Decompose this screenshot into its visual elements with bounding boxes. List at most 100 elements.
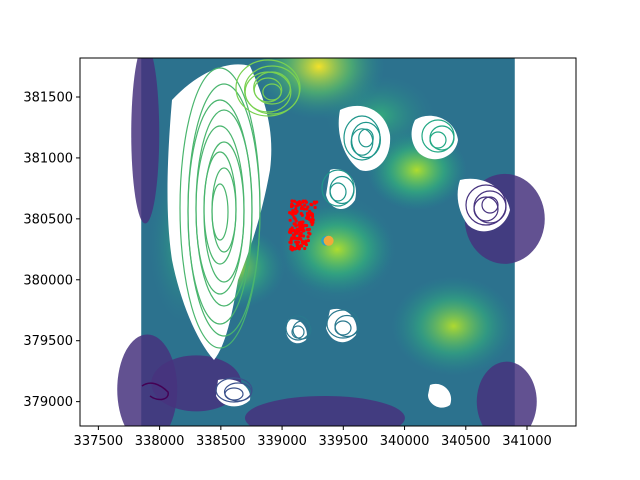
x-tick-label: 338500 [196,434,246,449]
x-tick-label: 340000 [380,434,430,449]
field-peak [391,276,516,376]
field-low-region [476,361,537,426]
no-data-region [338,105,391,171]
red-point [289,237,293,242]
contour-line [291,325,305,339]
red-point [293,211,298,216]
red-point [309,202,313,206]
red-point [290,248,294,252]
plot-frame [79,57,577,427]
y-tick-label: 379500 [23,334,73,349]
red-point [294,240,298,244]
red-point [289,244,293,249]
red-point [291,213,295,217]
red-point [301,240,305,244]
y-tick-label: 381000 [23,151,73,166]
y-tick-label: 380500 [23,212,73,227]
red-point [294,219,298,223]
contour-line [473,196,499,222]
red-point [300,205,304,209]
x-tick-label: 339000 [257,434,307,449]
red-point [291,209,295,213]
contour-line [292,320,312,340]
red-point [305,207,309,211]
no-data-region [428,383,452,408]
red-point [309,211,313,215]
red-point [313,205,317,210]
y-tick-label: 380000 [23,273,73,288]
red-point [297,229,301,233]
red-point [290,199,294,203]
red-point [304,200,309,204]
no-data-region [216,379,251,407]
red-point [292,199,297,203]
red-point [306,238,311,243]
contour-line [235,59,301,117]
field-low-region [244,396,405,426]
contour-line [223,382,253,402]
contour-line [429,131,447,149]
y-tick-label: 379000 [23,395,73,410]
red-point [300,213,304,217]
red-point [313,201,317,205]
red-point [294,207,298,211]
red-point [301,199,305,203]
marker-points [321,235,334,246]
contour-line [253,77,283,103]
red-point [289,241,293,245]
contour-line [211,183,229,241]
red-point [310,222,314,227]
x-tick-label: 339500 [318,434,368,449]
red-point [299,237,303,241]
red-point [297,245,301,249]
red-point [299,226,303,230]
contour-line [224,387,244,401]
red-point [311,218,315,222]
no-data-region [326,308,357,343]
contour-line [334,320,352,336]
red-point [294,246,299,250]
marker-point [323,235,334,246]
contour-line [329,182,347,202]
contour-line [215,377,253,403]
x-tick-label: 338000 [135,434,185,449]
red-point [293,222,297,226]
red-point [308,218,312,222]
red-point [301,234,306,238]
y-tick-label: 381500 [23,90,73,105]
red-point [301,229,305,233]
field-low-region [117,334,178,426]
red-point [298,202,302,206]
red-point [288,230,293,235]
field-low-region [131,58,160,224]
contour-line [243,65,301,115]
red-point [300,222,304,226]
red-points [287,199,319,252]
red-point [298,233,302,237]
red-point [296,240,301,244]
red-point [305,227,310,232]
red-point [295,231,299,235]
no-data-region [167,64,272,360]
contour-line [262,83,282,101]
contour-line [141,382,169,401]
contour-line [481,196,499,214]
red-point [291,233,295,237]
x-tick-label: 337500 [74,434,124,449]
red-point [302,207,306,211]
contour-line [285,315,311,341]
red-point [295,227,299,231]
red-point [304,224,309,228]
y-axis: 379000 379500 380000 380500 381000 381500 [23,90,80,410]
red-point [292,236,297,240]
red-point [304,239,308,243]
x-axis: 337500 338000 338500 339000 339500 340000 3405… [74,426,552,449]
contour-field [117,58,545,426]
red-point [288,218,292,222]
red-point [309,220,313,224]
plot-area [79,57,577,427]
contour-line [358,128,374,148]
red-point [297,200,302,204]
x-tick-label: 340500 [441,434,491,449]
red-point [303,246,307,251]
